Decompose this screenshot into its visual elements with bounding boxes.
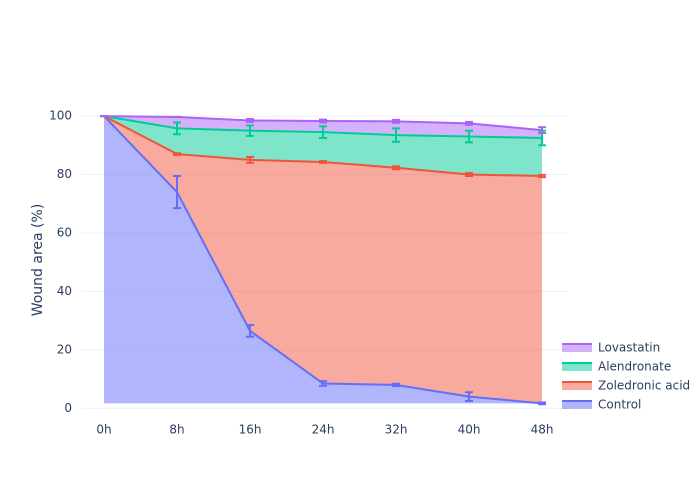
legend-item: Zoledronic acid xyxy=(562,379,690,393)
x-tick-label: 40h xyxy=(458,423,481,437)
y-tick-label: 80 xyxy=(57,167,72,181)
error-bar xyxy=(319,160,327,164)
error-bar xyxy=(392,118,400,124)
legend-item: Control xyxy=(562,398,641,412)
error-bar xyxy=(392,382,400,388)
x-tick-label: 32h xyxy=(385,423,408,437)
y-tick-label: 0 xyxy=(64,401,72,415)
x-tick-label: 16h xyxy=(239,423,262,437)
error-bars xyxy=(100,115,546,406)
error-bar xyxy=(392,127,400,143)
error-bar xyxy=(246,117,254,123)
error-bar xyxy=(319,118,327,124)
y-tick-label: 20 xyxy=(57,342,72,356)
error-bar xyxy=(538,401,546,406)
x-tick-label: 0h xyxy=(96,423,111,437)
legend-swatch xyxy=(562,344,592,352)
x-tick-label: 24h xyxy=(312,423,335,437)
error-bar xyxy=(392,165,400,171)
error-bar xyxy=(538,126,546,135)
error-bar xyxy=(465,129,473,144)
error-bar xyxy=(173,152,181,156)
error-bar xyxy=(538,173,546,179)
error-bar xyxy=(319,380,327,387)
legend-label: Zoledronic acid xyxy=(598,379,690,393)
legend-label: Control xyxy=(598,398,641,412)
legend-label: Alendronate xyxy=(598,360,671,374)
area-fill xyxy=(104,116,542,176)
legend-label: Lovastatin xyxy=(598,341,660,355)
error-bar xyxy=(246,324,254,338)
legend-swatch xyxy=(562,363,592,371)
legend-swatch xyxy=(562,382,592,390)
error-bar xyxy=(465,120,473,126)
area-fill xyxy=(104,116,542,404)
error-bar xyxy=(319,125,327,139)
legend-swatch xyxy=(562,401,592,409)
error-bar xyxy=(465,391,473,403)
legend-item: Lovastatin xyxy=(562,341,660,355)
error-bar xyxy=(246,155,254,164)
y-tick-label: 40 xyxy=(57,284,72,298)
y-tick-label: 60 xyxy=(57,225,72,239)
x-tick-label: 48h xyxy=(531,423,554,437)
error-bar xyxy=(173,174,181,210)
x-tick-label: 8h xyxy=(169,423,184,437)
error-bar xyxy=(465,172,473,177)
error-bar xyxy=(246,124,254,137)
y-tick-label: 100 xyxy=(49,109,72,123)
area-fill xyxy=(104,116,542,404)
y-axis-title: Wound area (%) xyxy=(30,204,46,317)
error-bar xyxy=(173,121,181,136)
legend-item: Alendronate xyxy=(562,360,671,374)
fills xyxy=(104,116,542,404)
